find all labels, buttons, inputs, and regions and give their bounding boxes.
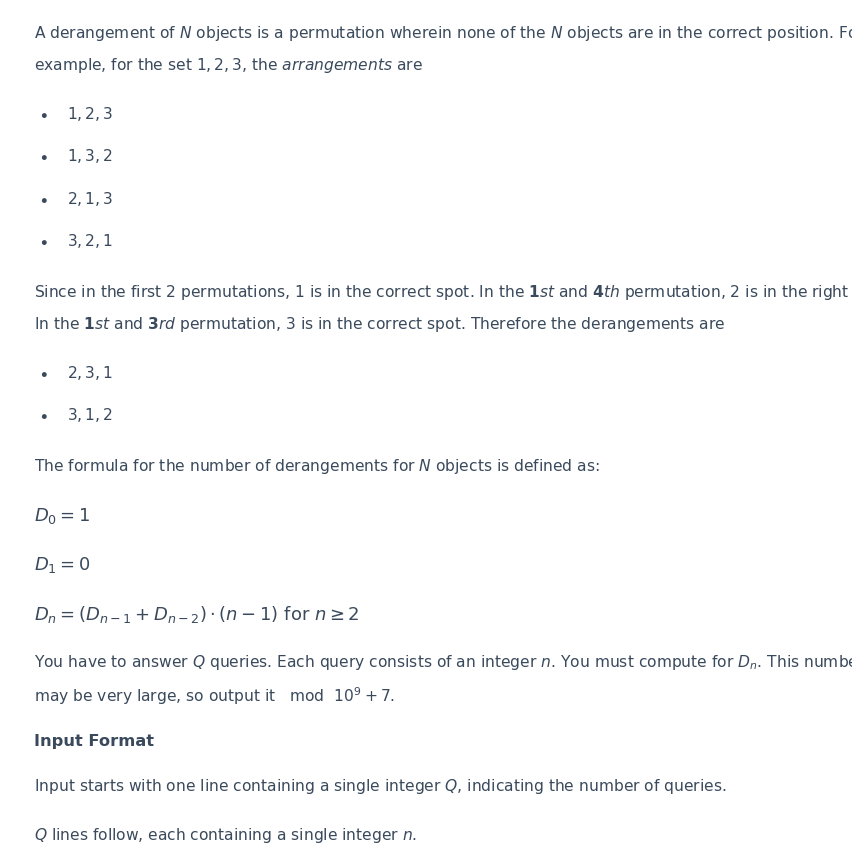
- Text: $1, 3, 2$: $1, 3, 2$: [66, 147, 112, 165]
- Text: $3, 2, 1$: $3, 2, 1$: [66, 232, 112, 250]
- Text: $1, 2, 3$: $1, 2, 3$: [66, 105, 112, 123]
- Text: A derangement of $\mathit{N}$ objects is a permutation wherein none of the $\mat: A derangement of $\mathit{N}$ objects is…: [34, 24, 852, 42]
- Text: may be very large, so output it   $\mathrm{mod}\ \ 10^9 + 7$.: may be very large, so output it $\mathrm…: [34, 685, 394, 707]
- Text: example, for the set $1, 2, 3$, the $\mathit{arrangements}$ are: example, for the set $1, 2, 3$, the $\ma…: [34, 56, 423, 74]
- Text: $\bullet$: $\bullet$: [38, 190, 48, 207]
- Text: $\bullet$: $\bullet$: [38, 105, 48, 123]
- Text: $D_n = (D_{n-1} + D_{n-2}) \cdot (n - 1)$ for $n \geq 2$: $D_n = (D_{n-1} + D_{n-2}) \cdot (n - 1)…: [34, 604, 360, 625]
- Text: Since in the first 2 permutations, 1 is in the correct spot. In the $\mathbf{1}$: Since in the first 2 permutations, 1 is …: [34, 283, 852, 301]
- Text: Input starts with one line containing a single integer $\mathit{Q}$, indicating : Input starts with one line containing a …: [34, 777, 726, 795]
- Text: $\bullet$: $\bullet$: [38, 364, 48, 382]
- Text: $2, 1, 3$: $2, 1, 3$: [66, 190, 112, 207]
- Text: $\bullet$: $\bullet$: [38, 232, 48, 250]
- Text: $\bullet$: $\bullet$: [38, 147, 48, 165]
- Text: Input Format: Input Format: [34, 734, 154, 750]
- Text: $D_0 = 1$: $D_0 = 1$: [34, 506, 90, 526]
- Text: $\mathit{Q}$ lines follow, each containing a single integer $n$.: $\mathit{Q}$ lines follow, each containi…: [34, 826, 417, 844]
- Text: You have to answer $\mathit{Q}$ queries. Each query consists of an integer $n$. : You have to answer $\mathit{Q}$ queries.…: [34, 653, 852, 672]
- Text: $\bullet$: $\bullet$: [38, 406, 48, 424]
- Text: In the $\mathbf{1}$$\mathbf{\mathit{st}}$ and $\mathbf{3}$$\mathbf{\mathit{rd}}$: In the $\mathbf{1}$$\mathbf{\mathit{st}}…: [34, 315, 725, 333]
- Text: $2, 3, 1$: $2, 3, 1$: [66, 364, 112, 382]
- Text: $D_1 = 0$: $D_1 = 0$: [34, 555, 90, 575]
- Text: The formula for the number of derangements for $\mathit{N}$ objects is defined a: The formula for the number of derangemen…: [34, 457, 599, 475]
- Text: $3, 1, 2$: $3, 1, 2$: [66, 406, 112, 424]
